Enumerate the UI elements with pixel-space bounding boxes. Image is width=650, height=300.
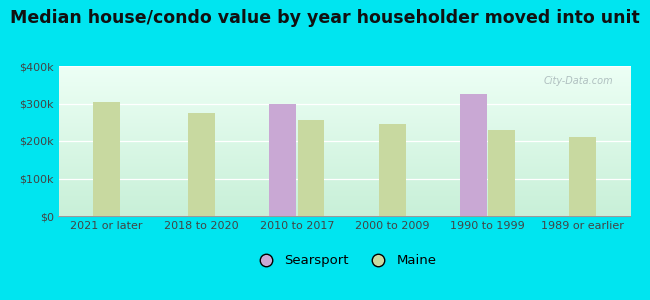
Bar [379,124,406,216]
Bar [269,103,296,216]
Bar [460,94,487,216]
Bar [298,120,324,216]
Bar [569,137,596,216]
Bar [188,113,215,216]
Text: City-Data.com: City-Data.com [543,76,614,86]
Bar [488,130,515,216]
Legend: Searsport, Maine: Searsport, Maine [248,249,441,272]
Bar [93,102,120,216]
Text: Median house/condo value by year householder moved into unit: Median house/condo value by year househo… [10,9,640,27]
